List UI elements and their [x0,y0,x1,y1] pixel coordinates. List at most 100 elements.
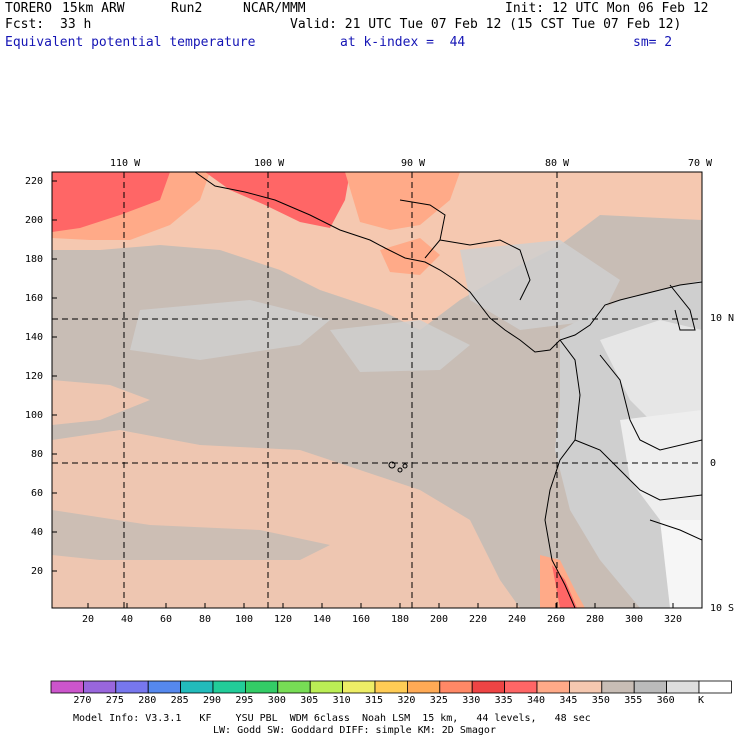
physics-info: LW: Godd SW: Goddard DIFF: simple KM: 2D… [213,725,496,736]
lon-label-80w: 80 W [545,158,570,169]
legend-unit: K [698,695,705,706]
lon-label-90w: 90 W [401,158,426,169]
legend-value: 335 [494,695,513,706]
legend-value: 315 [365,695,384,706]
x-tick-label: 20 [82,614,95,625]
y-tick-label: 100 [25,410,44,421]
org-label: NCAR/MMM [243,1,306,16]
y-axis-ticks [52,180,57,572]
y-tick-label: 40 [31,527,44,538]
x-tick-label: 160 [352,614,371,625]
legend-value: 325 [429,695,448,706]
field-gray-south [52,510,330,560]
level-label: at k-index = 44 [340,35,466,50]
legend-value: 290 [203,695,222,706]
x-tick-label: 260 [547,614,566,625]
legend-value: 310 [332,695,351,706]
field-band-south [52,430,520,608]
field-name: Equivalent potential temperature [5,35,256,50]
valid-time: Valid: 21 UTC Tue 07 Feb 12 (15 CST Tue … [290,17,682,32]
border-ecuador-peru [574,439,702,501]
field-light-patch-1 [130,300,330,360]
legend-value: 295 [235,695,254,706]
x-tick-label: 140 [313,614,332,625]
x-tick-label: 240 [508,614,527,625]
legend-value: 275 [105,695,124,706]
y-tick-label: 140 [25,332,44,343]
field-light-patch-3 [460,240,620,330]
smoothing-label: sm= 2 [633,35,673,50]
field-band-west [52,380,150,425]
x-axis-ticks [87,603,674,608]
legend-value: 345 [559,695,578,706]
legend-value: 285 [170,695,189,706]
x-tick-label: 220 [469,614,488,625]
model-name: TORERO [5,1,52,16]
coastline-caribbean [439,239,531,301]
field-gulf-fonseca [380,238,440,275]
lat-label-10s: 10 S [710,603,735,614]
x-tick-label: 40 [121,614,134,625]
lon-label-70w: 70 W [688,158,713,169]
galapagos-island-1 [388,461,396,469]
border-mexico-guatemala [399,199,446,259]
coastlines [194,172,702,608]
model-resolution: 15km ARW [62,1,125,16]
legend-value: 350 [591,695,610,706]
legend-value: 340 [527,695,546,706]
y-tick-label: 120 [25,371,44,382]
field-land-light-2 [620,410,702,520]
legend-value: 360 [656,695,675,706]
legend-value: 280 [138,695,157,706]
x-tick-label: 100 [235,614,254,625]
y-tick-label: 20 [31,566,44,577]
galapagos-island-2 [397,467,403,473]
y-tick-label: 160 [25,293,44,304]
init-time: Init: 12 UTC Mon 06 Feb 12 [505,1,709,16]
legend-value: 305 [300,695,319,706]
y-tick-label: 180 [25,254,44,265]
theta-e-field [52,172,702,608]
field-north-hot-west [52,172,170,232]
field-light-patch-2 [330,320,470,372]
field-land-light-3 [660,520,702,608]
border-peru-brazil [649,519,702,541]
y-tick-label: 80 [31,449,44,460]
legend-value: 320 [397,695,416,706]
field-land-light-1 [600,320,702,430]
field-north-warm [52,172,702,330]
coastline-lake-maracaibo [669,284,696,331]
legend-value: 300 [267,695,286,706]
coastline-south-america [544,339,581,608]
graticule [52,172,702,608]
y-tick-label: 60 [31,488,44,499]
lon-label-100w: 100 W [254,158,285,169]
border-colombia [599,354,702,451]
coastline-central-america [194,172,702,353]
model-info: Model Info: V3.3.1 KF YSU PBL WDM 6class… [73,713,591,724]
forecast-hours: 33 h [60,17,92,32]
x-tick-label: 80 [199,614,212,625]
x-tick-label: 120 [274,614,293,625]
legend-value: 355 [624,695,643,706]
legend-value: 270 [73,695,92,706]
x-tick-label: 300 [625,614,644,625]
x-tick-label: 60 [160,614,173,625]
galapagos-island-3 [402,463,408,469]
field-north-hot-center [205,172,350,228]
x-tick-label: 320 [664,614,683,625]
field-north-warm-center [345,172,460,230]
lon-label-110w: 110 W [110,158,141,169]
map-frame [51,171,703,609]
forecast-label: Fcst: [5,17,45,32]
run-label: Run2 [171,1,203,16]
x-tick-label: 180 [391,614,410,625]
x-tick-label: 280 [586,614,605,625]
y-tick-label: 200 [25,215,44,226]
x-tick-label: 200 [430,614,449,625]
lat-label-10n: 10 N [710,313,735,324]
lat-label-0: 0 [710,458,717,469]
y-tick-label: 220 [25,176,44,187]
legend-value: 330 [462,695,481,706]
